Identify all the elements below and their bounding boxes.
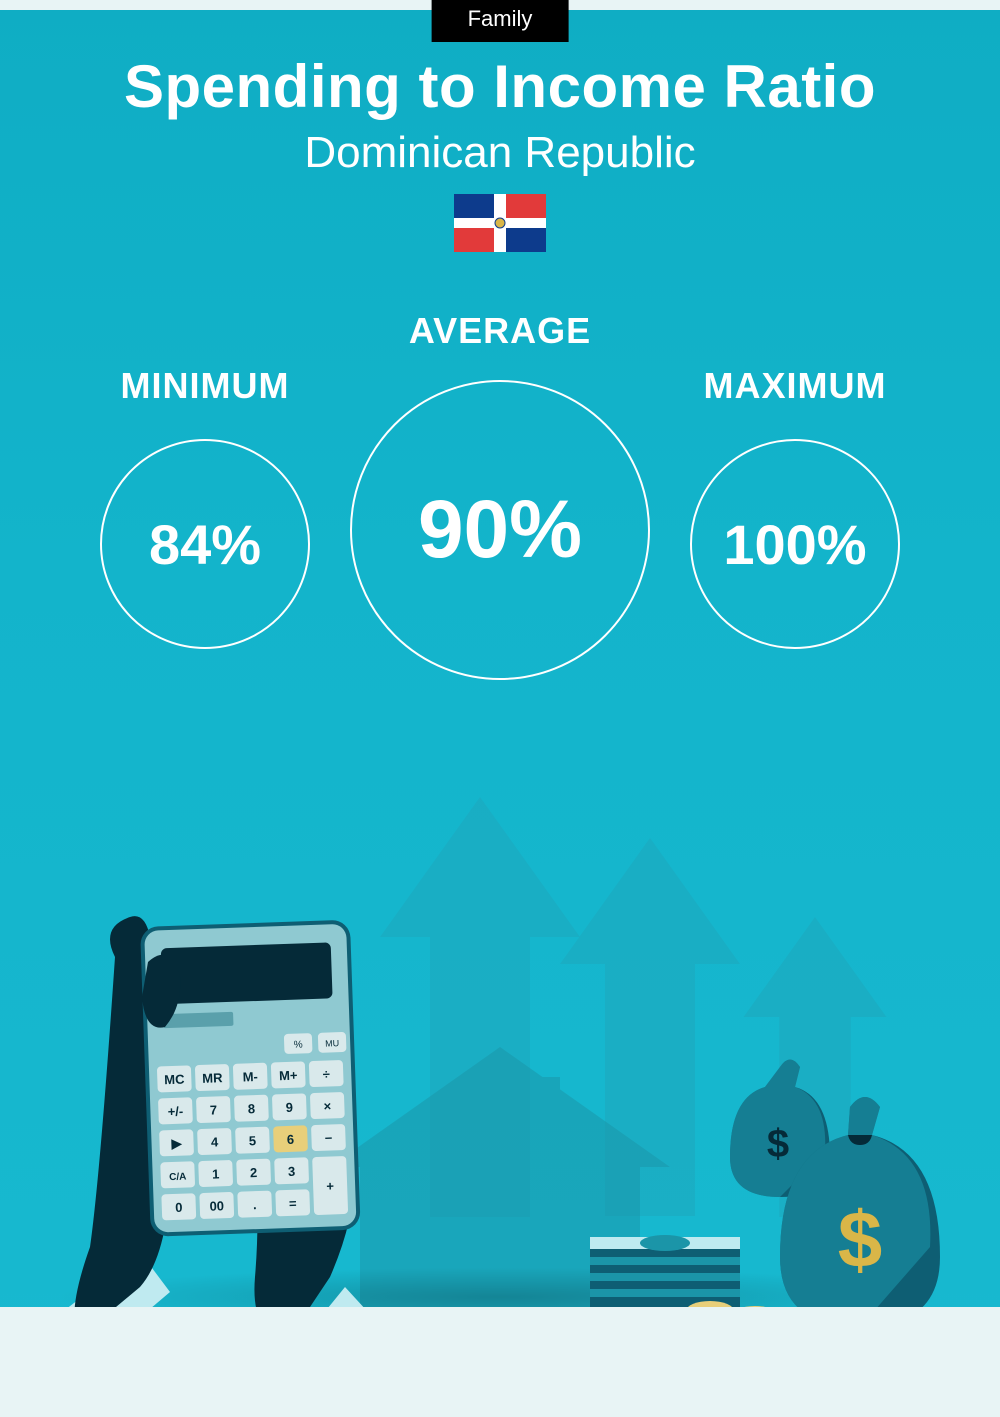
stat-label: MINIMUM	[121, 365, 290, 407]
stat-label: MAXIMUM	[704, 365, 887, 407]
svg-text:7: 7	[210, 1102, 218, 1117]
svg-text:8: 8	[248, 1101, 256, 1116]
country-name: Dominican Republic	[0, 128, 1000, 178]
svg-text:M+: M+	[279, 1068, 298, 1084]
bottom-band	[0, 1307, 1000, 1417]
svg-text:1: 1	[212, 1166, 220, 1181]
stat-maximum: MAXIMUM 100%	[690, 365, 900, 649]
stat-circle: 84%	[100, 439, 310, 649]
stat-circle: 90%	[350, 380, 650, 680]
svg-text:M-: M-	[242, 1069, 258, 1085]
svg-text:▶: ▶	[170, 1136, 183, 1151]
flag-icon	[454, 194, 546, 252]
svg-text:0: 0	[175, 1200, 183, 1215]
svg-text:MR: MR	[202, 1070, 223, 1086]
svg-text:2: 2	[250, 1165, 258, 1180]
stat-circle: 100%	[690, 439, 900, 649]
svg-text:%: %	[294, 1039, 303, 1050]
svg-text:.: .	[253, 1197, 257, 1212]
svg-text:4: 4	[211, 1134, 220, 1149]
stat-average: AVERAGE 90%	[350, 310, 650, 680]
svg-text:+/-: +/-	[167, 1104, 183, 1120]
svg-text:C/A: C/A	[169, 1172, 187, 1184]
stats-row: MINIMUM 84% AVERAGE 90% MAXIMUM 100%	[0, 310, 1000, 680]
illustration-layer: $ $	[0, 817, 1000, 1417]
page-title: Spending to Income Ratio	[0, 52, 1000, 121]
svg-text:÷: ÷	[322, 1066, 330, 1081]
svg-text:+: +	[326, 1178, 335, 1193]
stat-value: 90%	[418, 483, 582, 577]
svg-text:3: 3	[288, 1164, 296, 1179]
stat-value: 84%	[149, 512, 261, 577]
stat-minimum: MINIMUM 84%	[100, 365, 310, 649]
svg-text:×: ×	[323, 1098, 332, 1113]
svg-text:MU: MU	[325, 1038, 339, 1048]
svg-text:$: $	[767, 1122, 789, 1166]
svg-text:−: −	[324, 1130, 333, 1145]
svg-text:=: =	[289, 1196, 298, 1211]
svg-text:5: 5	[249, 1133, 257, 1148]
svg-text:$: $	[838, 1195, 883, 1284]
svg-text:00: 00	[209, 1198, 224, 1213]
svg-text:6: 6	[287, 1132, 295, 1147]
svg-text:9: 9	[286, 1100, 294, 1115]
category-tag: Family	[432, 0, 569, 42]
money-icon: $ $	[590, 1037, 970, 1337]
stat-label: AVERAGE	[409, 310, 591, 352]
stat-value: 100%	[723, 512, 866, 577]
svg-text:MC: MC	[164, 1072, 185, 1088]
